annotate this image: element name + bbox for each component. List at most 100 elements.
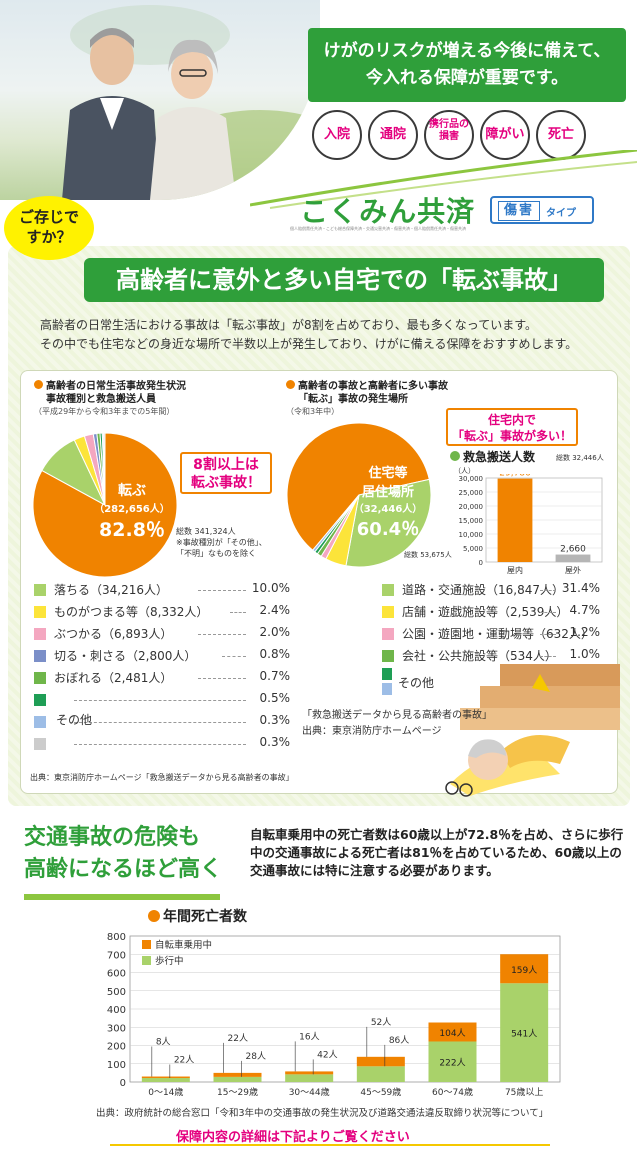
legend-item: 会社・公共施設等（534人） 1.0% [382, 647, 600, 669]
left-chart-title1: 高齢者の日常生活事故発生状況 [46, 381, 186, 392]
x-tick-label: 75歳以上 [505, 1086, 543, 1098]
traffic-section-title: 交通事故の危険も 高齢になるほど高く [24, 822, 222, 886]
left-pie-label: 転ぶ [118, 483, 146, 499]
right-callout-line2: 「転ぶ」事故が多い！ [451, 429, 572, 443]
legend-swatch [34, 672, 46, 684]
left-pie-pct: 82.8％ [99, 519, 165, 541]
falling-man-illustration [445, 664, 620, 797]
legend-label: おぼれる（2,481人） [54, 671, 173, 685]
right-chart-period: （令和3年中） [286, 407, 340, 416]
bar-chart-title: 救急搬送人数 [463, 450, 536, 464]
bar-walking [356, 1066, 405, 1082]
right-pie-chart [286, 422, 432, 568]
right-pie-label2: 居住場所 [361, 485, 414, 500]
legend-pct: 1.0% [569, 647, 601, 661]
y-tick-label: 400 [107, 1005, 126, 1016]
legend-leader-line [198, 634, 246, 635]
green-bullet-icon [450, 451, 460, 461]
legend-pct: 0.8% [259, 647, 291, 661]
left-legend-other-label: その他 [56, 713, 93, 727]
x-tick-label: 屋内 [507, 565, 523, 575]
right-chart-header: 高齢者の事故と高齢者に多い事故 「転ぶ」事故の発生場所 （令和3年中） [286, 380, 536, 417]
x-tick-label: 屋外 [565, 565, 581, 575]
right-chart-source: 「救急搬送データから見る高齢者の事故」 出典：東京消防庁ホームページ [302, 708, 492, 740]
left-chart-title2: 事故種別と救急搬送人員 [46, 394, 156, 405]
y-tick-label: 700 [107, 950, 126, 961]
legend-item: 公園・遊園地・運動場等（632人） 1.2% [382, 625, 600, 647]
bar-value-label: 29,786 [499, 474, 531, 479]
legend-item: 落ちる（34,216人） 10.0% [34, 581, 290, 603]
traffic-title-line2: 高齢になるほど高く [24, 857, 223, 882]
legend-pct: 1.2% [569, 625, 601, 639]
bar-walking [500, 983, 549, 1082]
y-tick-label: 800 [107, 932, 126, 943]
right-pie-pct: 60.4％ [356, 519, 420, 540]
legend-item: 切る・刺さる（2,800人） 0.8% [34, 647, 290, 669]
type-badge-main: 傷害 [498, 201, 540, 221]
legend-swatch [382, 584, 394, 596]
legend-label: 公園・遊園地・運動場等（632人） [402, 627, 593, 641]
right-chart-title1: 高齢者の事故と高齢者に多い事故 [298, 381, 448, 392]
legend-leader-line [540, 634, 556, 635]
headline-line2: 今入れる保障が重要です。 [365, 68, 569, 88]
legend-swatch [382, 628, 394, 640]
legend-label: ものがつまる等（8,332人） [54, 605, 209, 619]
type-badge: 傷害 タイプ [490, 196, 594, 224]
y-tick-label: 100 [107, 1060, 126, 1071]
coverage-bubble-belongings: 携行品の損害 [424, 110, 474, 160]
bar-cycling [428, 1022, 477, 1042]
bar-cycling [356, 1056, 405, 1067]
left-chart-period: （平成29年から令和3年までの5年間） [34, 407, 175, 416]
legend-leader-line [540, 656, 556, 657]
bar-chart-unit: （人） [454, 467, 475, 475]
y-tick-label: 30,000 [459, 475, 484, 483]
coverage-bubble-hospitalization: 入院 [312, 110, 362, 160]
bar-walking [141, 1077, 190, 1082]
pie-slice [312, 494, 360, 553]
legend-swatch [34, 738, 46, 750]
left-chart-source: 出典：東京消防庁ホームページ「救急搬送データから見る高齢者の事故」 [30, 773, 294, 782]
footer-notice: 保障内容の詳細は下記よりご覧ください [176, 1130, 410, 1145]
intro-line1: 高齢者の日常生活における事故は「転ぶ事故」が8割を占めており、最も多くなっていま… [40, 318, 537, 332]
legend-label: 切る・刺さる（2,800人） [54, 649, 197, 663]
legend-leader-line [230, 612, 246, 613]
left-pie-count: （282,656人） [94, 504, 170, 515]
headline-banner: けがのリスクが増える今後に備えて、 今入れる保障が重要です。 [308, 28, 626, 102]
legend-leader-line [540, 590, 556, 591]
legend-label: 会社・公共施設等（534人） [402, 649, 557, 663]
legend-leader-line [198, 590, 246, 591]
y-tick-label: 600 [107, 969, 126, 980]
decorative-swoosh-icon [250, 150, 637, 209]
falls-section-intro: 高齢者の日常生活における事故は「転ぶ事故」が8割を占めており、最も多くなっていま… [40, 316, 620, 354]
coverage-bubble-death: 死亡 [536, 110, 586, 160]
coverage-bubble-disability: 障がい [480, 110, 530, 160]
legend-swatch [34, 606, 46, 618]
legend-swatch [34, 694, 46, 706]
pie-slice [103, 432, 106, 506]
legend-swatch [382, 650, 394, 662]
legend-leader-line [74, 700, 246, 701]
right-source-line1: 「救急搬送データから見る高齢者の事故」 [302, 710, 492, 721]
bar-value-label: 28人 [246, 1051, 266, 1062]
bar-chart-total: 総数 32,446人 [556, 454, 604, 462]
bar-cycling [285, 1071, 334, 1075]
right-pie-count: （32,446人） [353, 504, 423, 515]
bar-value-label: 8人 [156, 1037, 171, 1048]
bar-value-label: 42人 [317, 1049, 337, 1060]
right-pie-label-block: 住宅等 居住場所 （32,446人） 60.4％ [348, 462, 428, 541]
legend-leader-line [74, 744, 246, 745]
orange-bullet-icon [286, 380, 295, 389]
did-you-know-text: ご存じですか？ [19, 208, 80, 246]
legend-swatch [34, 650, 46, 662]
right-legend-other-swatches [382, 668, 392, 696]
falls-section-title: 高齢者に意外と多い自宅での「転ぶ事故」 [84, 258, 604, 302]
left-legend: 落ちる（34,216人） 10.0% ものがつまる等（8,332人） 2.4% ぶつかる… [34, 581, 290, 757]
brand-logo: こくみん共済 [300, 195, 476, 228]
left-callout-line1: 8割以上は [193, 457, 259, 473]
legend-label: 店舗・遊戯施設等（2,539人） [402, 605, 569, 619]
left-exclude-note2: 「不明」なものを除く [176, 549, 256, 558]
left-pie-label-block: 転ぶ （282,656人） 82.8％ [92, 480, 172, 542]
bar-walking [428, 1041, 477, 1082]
senior-couple-photo [0, 0, 320, 200]
y-tick-label: 25,000 [459, 489, 484, 497]
